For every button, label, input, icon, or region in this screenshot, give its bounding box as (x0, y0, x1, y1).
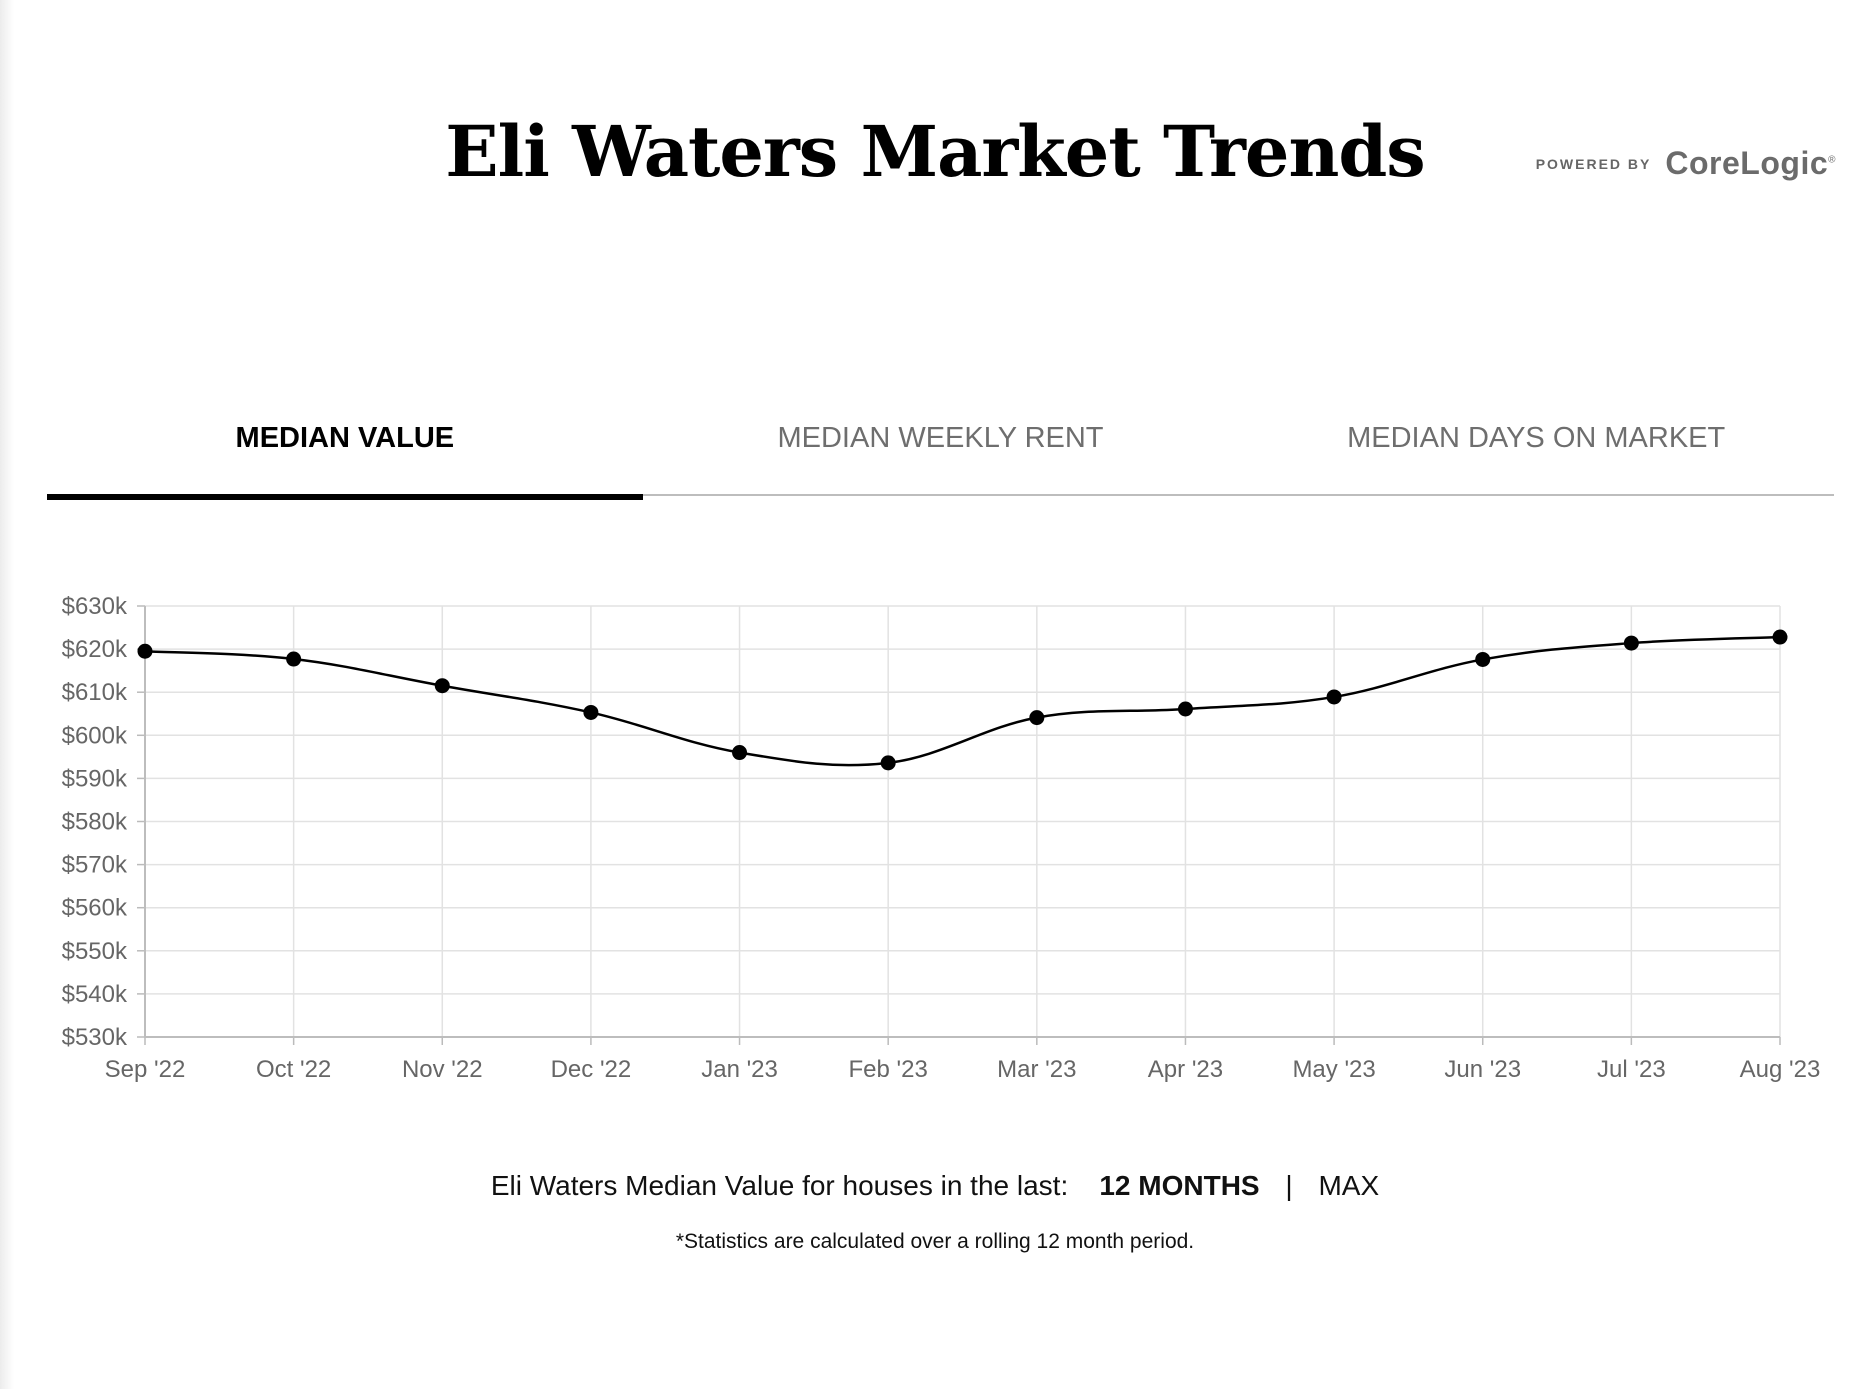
page-title: Eli Waters Market Trends (445, 110, 1425, 193)
data-point (434, 678, 450, 694)
y-tick-label: $560k (62, 895, 128, 922)
metric-tabs: MEDIAN VALUE MEDIAN WEEKLY RENT MEDIAN D… (47, 410, 1834, 500)
range-max-option[interactable]: MAX (1318, 1170, 1380, 1201)
data-point (1475, 651, 1491, 667)
data-point (286, 651, 302, 667)
y-tick-label: $530k (62, 1024, 128, 1051)
data-point (1623, 635, 1639, 651)
statistics-note: *Statistics are calculated over a rollin… (675, 1230, 1195, 1253)
x-tick-label: Nov '22 (402, 1056, 483, 1083)
x-tick-label: Aug '23 (1740, 1056, 1821, 1083)
data-point (880, 755, 896, 771)
data-point (1177, 701, 1193, 717)
y-tick-label: $620k (62, 636, 128, 663)
y-tick-label: $600k (62, 722, 128, 749)
x-tick-label: Jul '23 (1597, 1056, 1666, 1083)
powered-by-badge: POWERED BY CoreLogic® (1536, 145, 1836, 182)
y-tick-label: $630k (62, 593, 128, 620)
data-point (137, 643, 153, 659)
data-point (1772, 629, 1788, 645)
y-tick-label: $540k (62, 981, 128, 1008)
y-tick-label: $610k (62, 679, 128, 706)
x-tick-label: Sep '22 (105, 1056, 186, 1083)
range-separator: | (1285, 1170, 1293, 1201)
y-tick-label: $550k (62, 938, 128, 965)
data-point (1029, 710, 1045, 726)
x-tick-label: May '23 (1292, 1056, 1375, 1083)
x-tick-label: Jan '23 (701, 1056, 778, 1083)
median-value-line-chart: $530k $540k $550k $560k $570k $580k $590k $600k… (62, 593, 1821, 1083)
x-tick-label: Apr '23 (1148, 1056, 1223, 1083)
x-tick-label: Feb '23 (849, 1056, 928, 1083)
range-prefix: Eli Waters Median Value for houses in th… (490, 1170, 1069, 1201)
x-tick-label: Mar '23 (997, 1056, 1076, 1083)
x-tick-label: Oct '22 (256, 1056, 331, 1083)
page-edge-shadow (0, 0, 14, 1389)
data-point (583, 704, 599, 720)
range-12-months-option[interactable]: 12 MONTHS (1099, 1170, 1260, 1201)
y-tick-label: $570k (62, 852, 128, 879)
x-tick-label: Dec '22 (551, 1056, 632, 1083)
tab-median-days-on-market[interactable]: MEDIAN DAYS ON MARKET (1347, 422, 1726, 454)
y-tick-label: $580k (62, 809, 128, 836)
tab-median-weekly-rent[interactable]: MEDIAN WEEKLY RENT (777, 422, 1104, 454)
tab-median-value[interactable]: MEDIAN VALUE (47, 410, 643, 500)
powered-by-label: POWERED BY (1535, 155, 1652, 172)
x-tick-label: Jun '23 (1444, 1056, 1521, 1083)
y-tick-label: $590k (62, 765, 128, 792)
corelogic-logo: CoreLogic® (1665, 145, 1836, 181)
data-point (1326, 689, 1342, 705)
data-point (732, 745, 748, 761)
median-value-series-line (144, 635, 1781, 767)
range-selector: Eli Waters Median Value for houses in th… (0, 1170, 1870, 1202)
